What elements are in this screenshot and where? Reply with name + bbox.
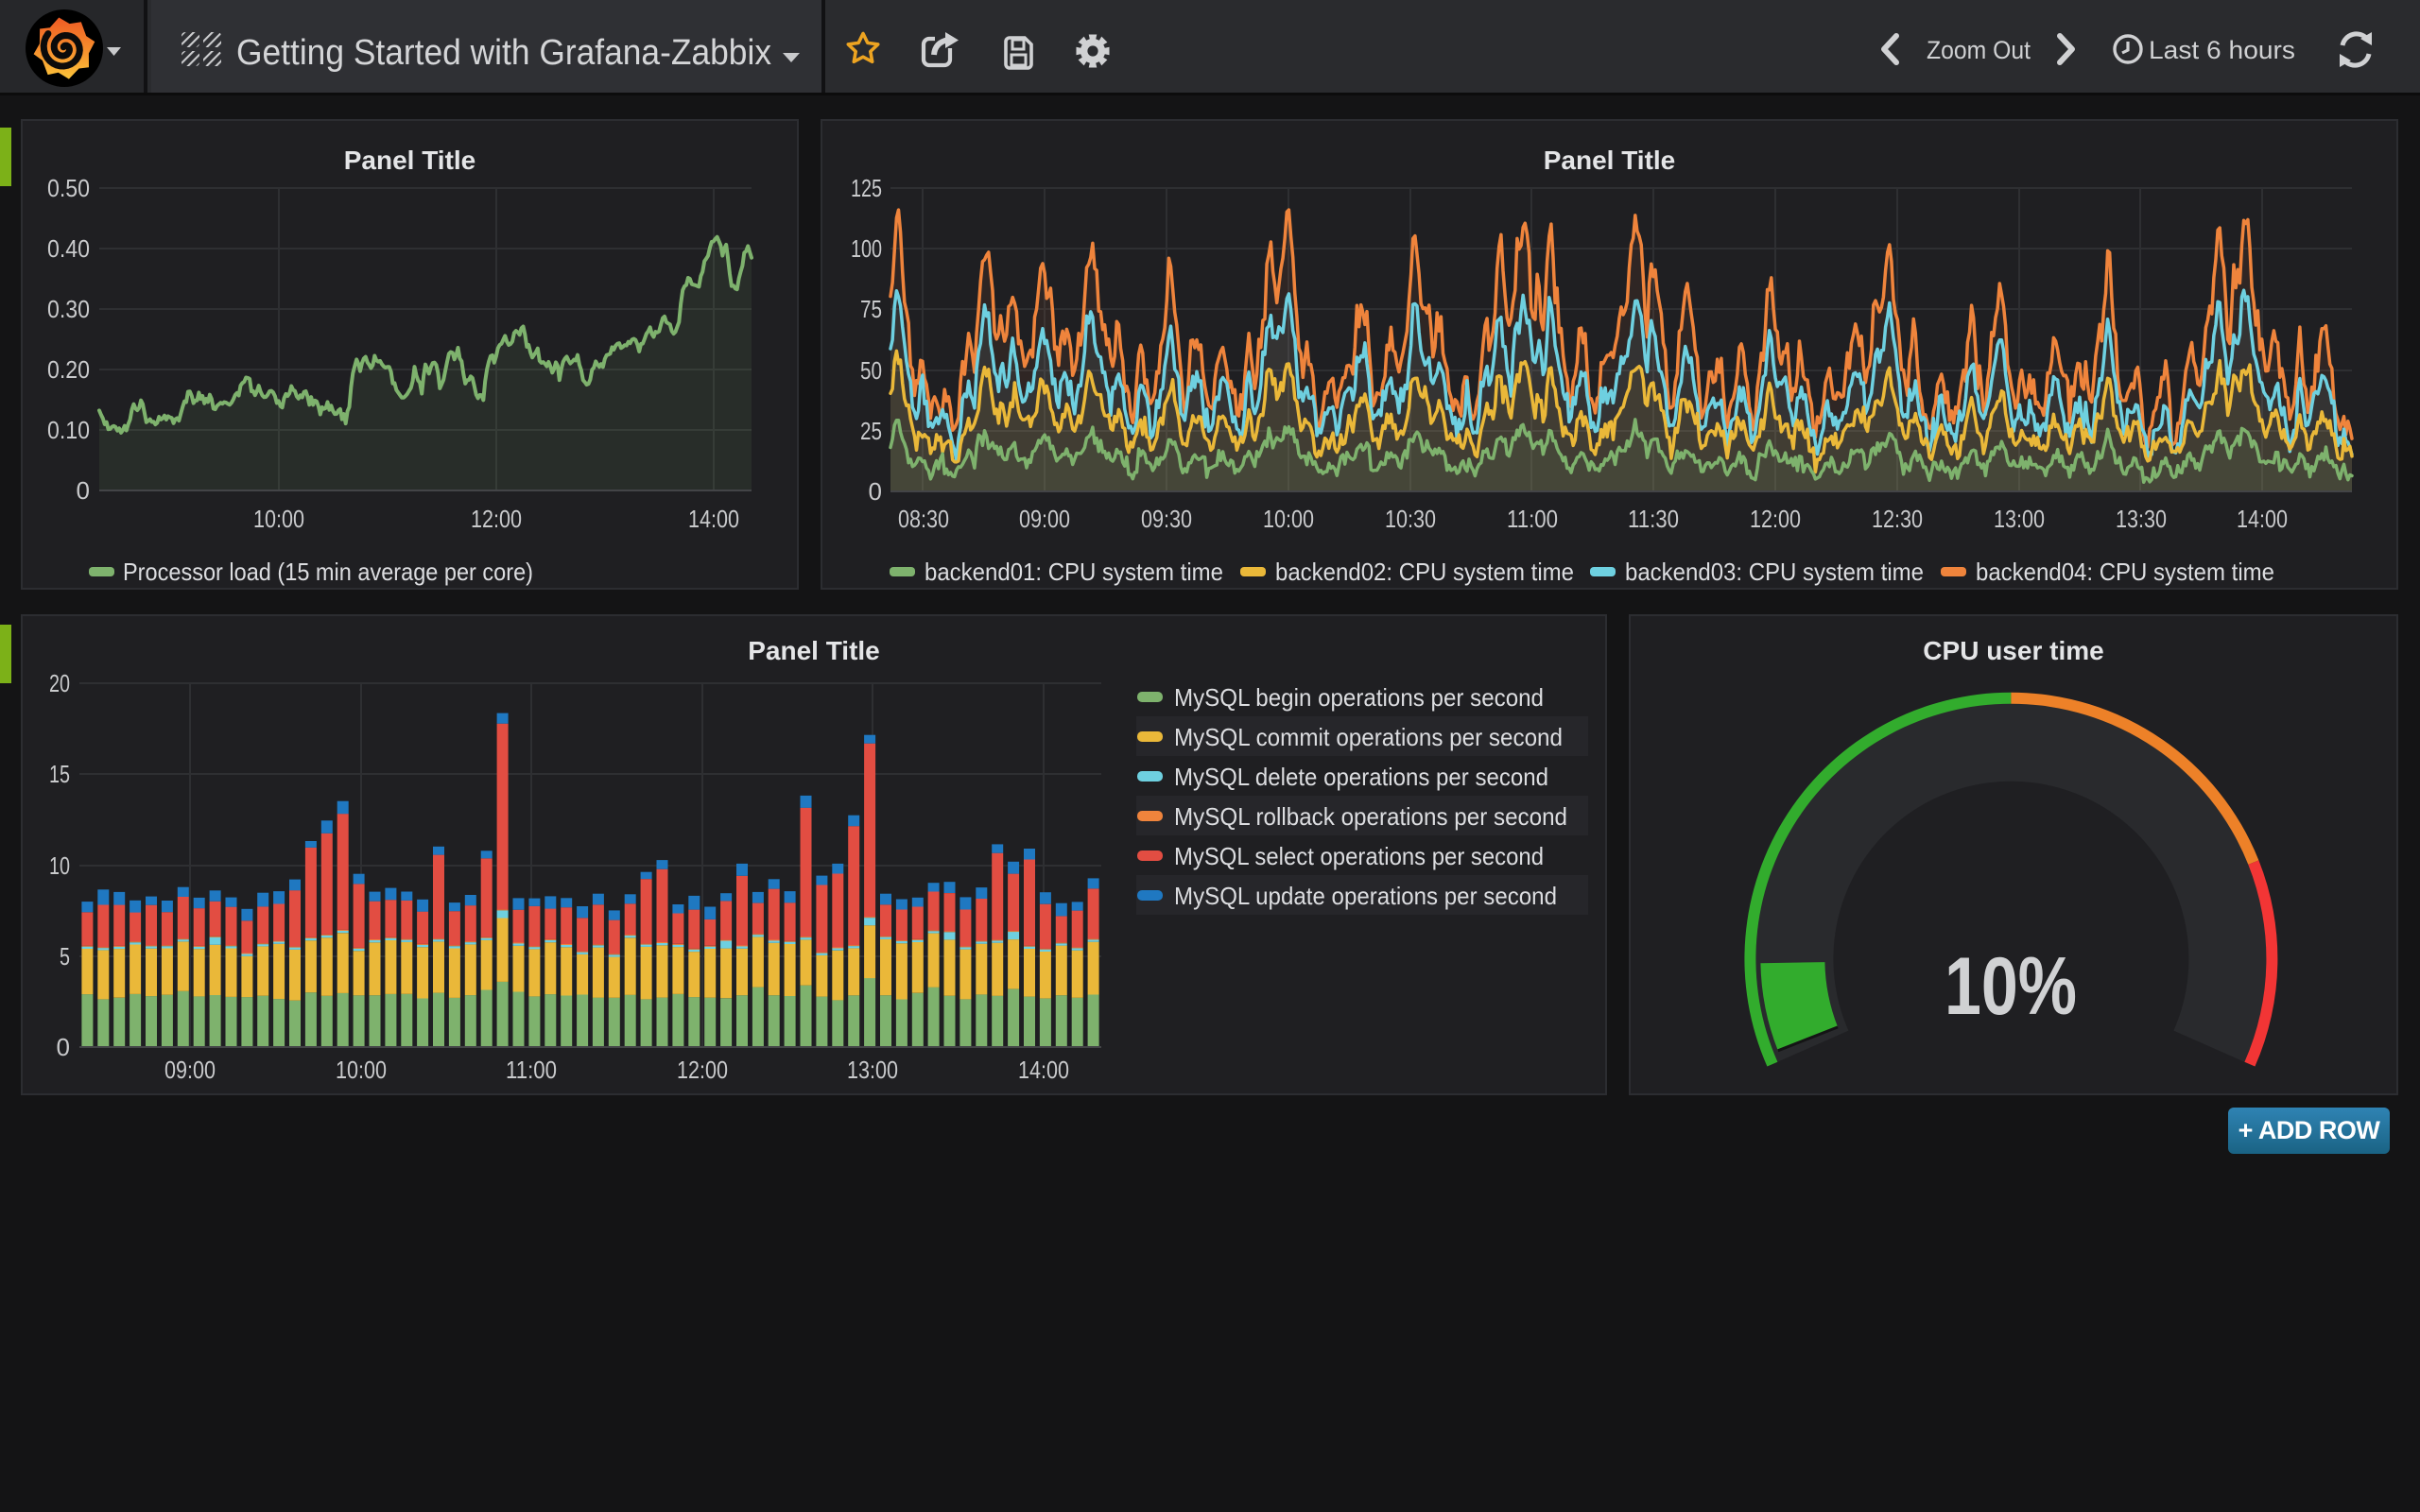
svg-text:Getting Started with Grafana-Z: Getting Started with Grafana-Zabbix <box>236 33 771 73</box>
svg-text:MySQL rollback operations per: MySQL rollback operations per second <box>1174 802 1567 831</box>
svg-text:backend02: CPU system time: backend02: CPU system time <box>1275 558 1574 586</box>
svg-text:12:00: 12:00 <box>1750 505 1801 533</box>
svg-text:0.50: 0.50 <box>47 174 90 202</box>
svg-text:10%: 10% <box>1945 941 2077 1032</box>
svg-text:backend04: CPU system time: backend04: CPU system time <box>1976 558 2274 586</box>
svg-text:09:30: 09:30 <box>1141 505 1192 533</box>
svg-text:MySQL select operations per se: MySQL select operations per second <box>1174 842 1544 870</box>
svg-text:Processor load (15 min average: Processor load (15 min average per core) <box>123 558 533 586</box>
svg-text:75: 75 <box>860 295 882 323</box>
svg-text:0: 0 <box>77 476 90 505</box>
svg-text:11:30: 11:30 <box>1628 505 1679 533</box>
svg-text:12:00: 12:00 <box>677 1056 728 1084</box>
svg-text:12:00: 12:00 <box>471 505 522 533</box>
svg-text:10:00: 10:00 <box>336 1056 387 1084</box>
svg-text:25: 25 <box>860 417 882 445</box>
svg-text:10:00: 10:00 <box>1263 505 1314 533</box>
svg-text:13:00: 13:00 <box>847 1056 898 1084</box>
svg-text:5: 5 <box>60 942 70 971</box>
svg-text:11:00: 11:00 <box>1507 505 1558 533</box>
svg-text:MySQL delete operations per se: MySQL delete operations per second <box>1174 763 1548 791</box>
svg-text:backend01: CPU system time: backend01: CPU system time <box>925 558 1223 586</box>
svg-text:13:30: 13:30 <box>2116 505 2167 533</box>
svg-text:100: 100 <box>851 234 882 263</box>
svg-text:MySQL begin operations per sec: MySQL begin operations per second <box>1174 683 1544 712</box>
svg-text:backend03: CPU system time: backend03: CPU system time <box>1625 558 1924 586</box>
svg-text:0.10: 0.10 <box>47 416 90 444</box>
svg-text:13:00: 13:00 <box>1994 505 2045 533</box>
svg-text:MySQL update operations per se: MySQL update operations per second <box>1174 882 1557 910</box>
svg-text:10: 10 <box>49 851 70 880</box>
svg-text:0.30: 0.30 <box>47 295 90 323</box>
svg-text:125: 125 <box>851 174 882 202</box>
svg-text:10:00: 10:00 <box>253 505 304 533</box>
svg-text:50: 50 <box>860 356 882 385</box>
svg-text:08:30: 08:30 <box>898 505 949 533</box>
svg-text:09:00: 09:00 <box>164 1056 216 1084</box>
svg-text:14:00: 14:00 <box>688 505 739 533</box>
svg-text:MySQL commit operations per se: MySQL commit operations per second <box>1174 723 1563 751</box>
svg-text:0.20: 0.20 <box>47 355 90 384</box>
svg-text:15: 15 <box>49 760 70 788</box>
svg-text:09:00: 09:00 <box>1019 505 1070 533</box>
svg-text:Last 6 hours: Last 6 hours <box>2149 36 2295 64</box>
svg-text:14:00: 14:00 <box>2237 505 2288 533</box>
svg-text:12:30: 12:30 <box>1872 505 1923 533</box>
svg-text:14:00: 14:00 <box>1018 1056 1069 1084</box>
svg-text:Zoom Out: Zoom Out <box>1927 36 2031 64</box>
svg-text:0: 0 <box>869 477 882 506</box>
svg-text:20: 20 <box>49 669 70 697</box>
svg-text:0: 0 <box>57 1033 70 1061</box>
svg-text:10:30: 10:30 <box>1385 505 1436 533</box>
svg-text:11:00: 11:00 <box>506 1056 557 1084</box>
svg-text:0.40: 0.40 <box>47 234 90 263</box>
